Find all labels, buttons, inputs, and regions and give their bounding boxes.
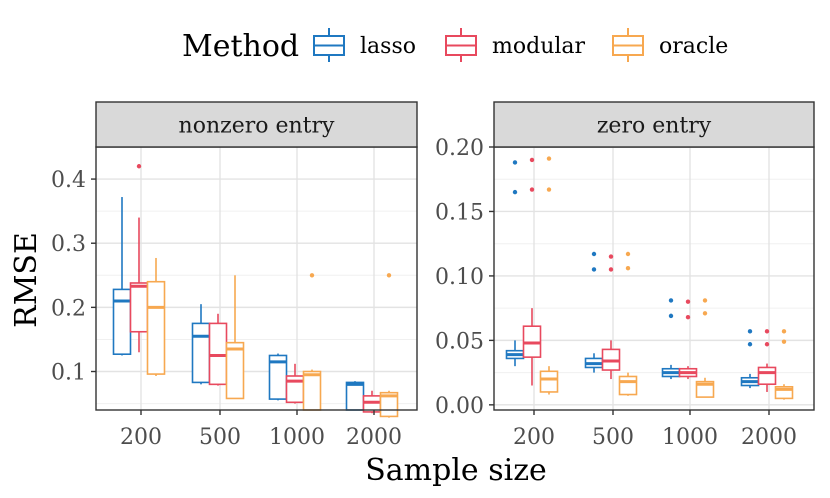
x-tick-label: 2000 — [346, 425, 402, 450]
outlier-point — [529, 187, 535, 192]
outlier-point — [702, 311, 708, 316]
y-tick-label: 0.3 — [51, 232, 86, 257]
panel-background — [96, 147, 417, 410]
outlier-point — [591, 251, 597, 257]
box-modular-200 — [129, 164, 149, 353]
legend-label-oracle: oracle — [659, 34, 728, 59]
outlier-point — [764, 329, 770, 334]
box-iqr — [191, 322, 211, 384]
box-modular-200 — [522, 157, 542, 386]
box-lasso-1000 — [661, 298, 681, 380]
y-axis-title: RMSE — [9, 232, 44, 328]
outlier-point — [136, 164, 142, 169]
box-iqr — [146, 280, 166, 375]
box-oracle-2000 — [774, 329, 794, 400]
box-iqr — [539, 370, 559, 393]
panel-zero-entry: zero entry 0.00 0.05 0.10 0.15 0.20 200 500 1000… — [435, 101, 815, 450]
outlier-point — [591, 267, 597, 272]
x-tick-label: 200 — [513, 425, 555, 450]
outlier-point — [685, 314, 691, 320]
box-oracle-1000 — [695, 298, 715, 398]
box-iqr — [345, 381, 365, 411]
outlier-point — [309, 273, 315, 278]
box-lasso-2000 — [345, 381, 365, 411]
outlier-point — [668, 313, 674, 319]
outlier-point — [529, 157, 535, 163]
box-modular-500 — [208, 313, 228, 386]
y-tick-label: 0.2 — [51, 296, 86, 321]
box-iqr — [129, 282, 149, 333]
y-tick-label: 0.05 — [435, 329, 484, 354]
panel-nonzero-entry: nonzero entry 0.1 0.2 0.3 0.4 200 500 1000 2000 — [51, 101, 418, 450]
x-tick-label: 500 — [592, 425, 634, 450]
outlier-point — [608, 254, 614, 259]
box-iqr — [112, 288, 132, 355]
outlier-point — [747, 329, 753, 334]
box-lasso-200 — [112, 197, 132, 356]
x-tick-label: 2000 — [741, 425, 797, 450]
box-lasso-1000 — [268, 353, 288, 401]
x-tick-label: 500 — [199, 425, 241, 450]
outlier-point — [512, 160, 518, 165]
box-lasso-500 — [584, 251, 604, 373]
y-tick-label: 0.20 — [435, 136, 484, 161]
legend-label-modular: modular — [492, 34, 586, 59]
outlier-point — [546, 156, 552, 161]
y-tick-label: 0.10 — [435, 265, 484, 290]
box-modular-500 — [601, 254, 621, 380]
x-tick-label: 1000 — [269, 425, 325, 450]
outlier-point — [668, 298, 674, 303]
legend: Method lasso modular oracle — [182, 28, 728, 64]
box-oracle-500 — [225, 275, 245, 400]
box-lasso-500 — [191, 304, 211, 385]
outlier-point — [512, 189, 518, 195]
box-iqr — [208, 322, 228, 386]
box-oracle-1000 — [302, 273, 322, 411]
box-iqr — [225, 341, 245, 400]
facet-strip — [493, 101, 815, 148]
outlier-point — [764, 342, 770, 347]
legend-title: Method — [182, 29, 299, 64]
box-oracle-200 — [146, 257, 166, 377]
outlier-point — [625, 265, 631, 271]
facet-strip-label: zero entry — [597, 114, 712, 139]
box-iqr — [757, 366, 777, 386]
box-oracle-500 — [618, 251, 638, 396]
outlier-point — [546, 187, 552, 192]
box-oracle-200 — [539, 156, 559, 395]
x-tick-label: 200 — [120, 425, 162, 450]
y-tick-label: 0.00 — [435, 394, 484, 419]
outlier-point — [702, 298, 708, 303]
legend-label-lasso: lasso — [360, 34, 416, 59]
outlier-point — [747, 342, 753, 347]
facet-strip — [95, 101, 418, 148]
outlier-point — [685, 299, 691, 304]
outlier-point — [608, 267, 614, 272]
y-tick-label: 0.15 — [435, 200, 484, 225]
outlier-point — [625, 251, 631, 257]
y-tick-label: 0.4 — [51, 168, 86, 193]
outlier-point — [781, 329, 787, 334]
box-modular-2000 — [362, 390, 382, 414]
box-modular-1000 — [678, 299, 698, 380]
x-axis-title: Sample size — [365, 453, 547, 488]
x-tick-label: 1000 — [662, 425, 718, 450]
box-iqr — [774, 385, 794, 400]
facet-strip-label: nonzero entry — [179, 114, 335, 139]
y-tick-label: 0.1 — [51, 361, 86, 386]
box-iqr — [618, 375, 638, 396]
outlier-point — [386, 273, 392, 278]
box-modular-2000 — [757, 329, 777, 392]
outlier-point — [781, 339, 787, 344]
box-iqr — [302, 370, 322, 411]
